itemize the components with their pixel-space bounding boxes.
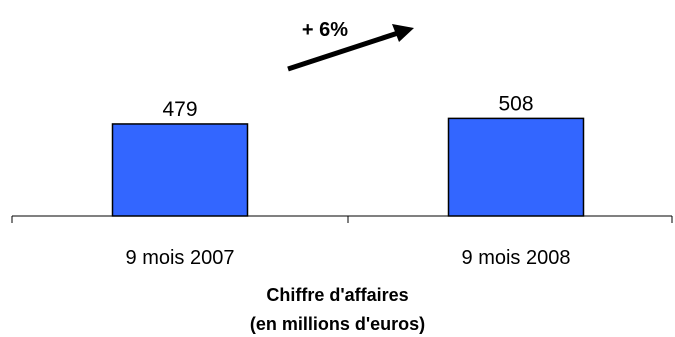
- growth-arrow: [287, 24, 414, 72]
- x-tick-label-0: 9 mois 2007: [126, 247, 235, 269]
- data-label-0: 479: [162, 98, 197, 121]
- bar-1: [447, 117, 585, 217]
- x-tick-label-1: 9 mois 2008: [462, 247, 571, 269]
- x-axis-title-line-2: (en millions d'euros): [249, 314, 426, 334]
- x-axis-title-line-1: Chiffre d'affaires: [266, 285, 409, 305]
- data-label-1: 508: [498, 92, 533, 115]
- bar-0: [111, 123, 249, 217]
- growth-annotation: + 6%: [302, 19, 348, 41]
